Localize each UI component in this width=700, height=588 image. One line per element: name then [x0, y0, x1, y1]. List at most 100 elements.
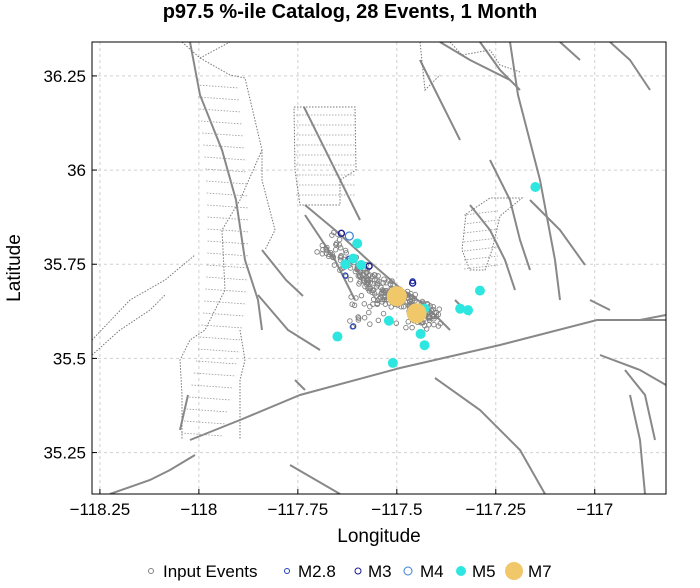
fault-zone-hatch	[463, 237, 499, 243]
input-event-marker	[342, 247, 349, 254]
input-event-marker	[314, 249, 320, 255]
fault-zone-outline	[449, 42, 521, 73]
fault-line	[434, 377, 546, 494]
input-event-marker	[400, 303, 407, 310]
input-event-marker	[409, 324, 415, 331]
input-event-marker	[433, 309, 440, 316]
fault-line	[189, 42, 263, 331]
input-event-marker	[347, 276, 354, 283]
input-event-marker	[409, 297, 416, 304]
y-tick-label: 36	[67, 161, 86, 180]
fault-line	[639, 314, 666, 321]
fault-line	[609, 42, 651, 91]
legend-label: M3	[368, 562, 392, 581]
x-tick-label: −118.25	[70, 500, 131, 519]
y-tick-label: 36.25	[43, 67, 86, 86]
fault-zone-hatch	[207, 228, 250, 233]
fault-zone-hatch	[204, 156, 247, 161]
fault-zone-hatch	[189, 396, 232, 401]
fault-line	[624, 369, 656, 441]
legend: Input Events M2.8 M3 M4 M5 M7	[148, 562, 552, 581]
input-event-marker	[336, 242, 343, 248]
fault-line	[257, 294, 321, 351]
input-event-marker	[325, 253, 332, 260]
fault-line	[489, 159, 531, 271]
fault-zone-hatch	[206, 276, 249, 281]
fault-line	[261, 249, 304, 297]
legend-label: M7	[528, 562, 552, 581]
y-axis-label: Latitude	[4, 234, 25, 302]
fault-line	[599, 354, 666, 386]
event-m5-marker	[387, 357, 398, 368]
fault-lines	[92, 42, 666, 494]
fault-zone-outline	[179, 149, 263, 440]
event-m5-marker	[383, 315, 394, 326]
input-event-marker	[329, 232, 335, 238]
event-m4-marker	[344, 231, 354, 241]
input-event-marker	[333, 241, 339, 248]
fault-line	[289, 464, 341, 494]
fault-line	[559, 42, 581, 61]
input-event-marker	[319, 251, 326, 257]
fault-zone-hatch	[200, 120, 243, 125]
event-m3-marker	[365, 262, 373, 270]
input-event-marker	[361, 301, 368, 307]
input-event-marker	[343, 250, 349, 256]
fault-zone-outline	[461, 197, 524, 271]
x-tick-label: −117	[576, 500, 613, 519]
input-event-marker	[388, 304, 395, 310]
y-tick-label: 35.5	[53, 349, 86, 368]
fault-zone-hatch	[207, 240, 250, 245]
input-event-marker	[382, 301, 389, 307]
fault-zone-outline	[92, 294, 166, 356]
axis-ticks: −118.25 −118 −117.75 −117.5 −117.25 −117 35.25…	[43, 67, 613, 519]
input-event-marker	[423, 326, 430, 332]
fault-line	[109, 454, 196, 494]
input-event-marker	[356, 281, 362, 287]
input-event-marker	[367, 321, 373, 327]
x-tick-label: −117.5	[371, 500, 422, 519]
legend-label: M2.8	[298, 562, 336, 581]
fault-line	[469, 204, 516, 291]
fault-zone-hatch	[196, 84, 240, 89]
input-event-marker	[337, 245, 344, 251]
fault-zone-hatch	[199, 108, 242, 113]
event-m5-marker	[340, 259, 351, 270]
event-m5-marker	[455, 303, 466, 314]
fault-zone-outline	[181, 42, 231, 59]
y-tick-label: 35.75	[43, 255, 86, 274]
fault-zone-hatch	[198, 96, 241, 101]
event-m7-marker	[406, 303, 427, 324]
fault-zone-outline	[293, 106, 357, 206]
input-event-marker	[430, 303, 436, 310]
x-axis-label: Longitude	[337, 526, 420, 547]
input-event-marker	[348, 294, 354, 300]
input-event-marker	[403, 324, 409, 331]
fault-zone-hatch	[186, 408, 229, 413]
event-m5-marker	[474, 285, 485, 296]
fault-line	[629, 394, 646, 494]
fault-zone-hatch	[206, 264, 249, 269]
fault-zone-hatch	[202, 132, 245, 137]
event-m5-marker	[348, 253, 359, 264]
input-event-marker	[383, 280, 390, 286]
event-m5-marker	[419, 340, 430, 351]
fault-zone-outline	[239, 329, 246, 440]
event-m3-marker	[408, 279, 417, 287]
fault-line	[304, 214, 356, 301]
input-event-marker	[378, 284, 384, 291]
fault-zone-hatch	[207, 216, 250, 221]
input-event-marker	[319, 242, 326, 249]
input-event-marker	[347, 318, 353, 324]
input-event-marker	[376, 296, 382, 302]
fault-zone-outline	[199, 57, 276, 251]
grid	[92, 42, 666, 494]
input-event-marker	[371, 291, 378, 297]
fault-line	[294, 379, 306, 391]
fault-zone-hatch	[205, 288, 248, 293]
fault-zone-hatch	[206, 192, 249, 197]
legend-label: M5	[472, 562, 496, 581]
fault-line	[179, 394, 189, 431]
chart-title: p97.5 %-ile Catalog, 28 Events, 1 Month	[163, 1, 538, 23]
fault-zone-hatch	[463, 246, 499, 252]
